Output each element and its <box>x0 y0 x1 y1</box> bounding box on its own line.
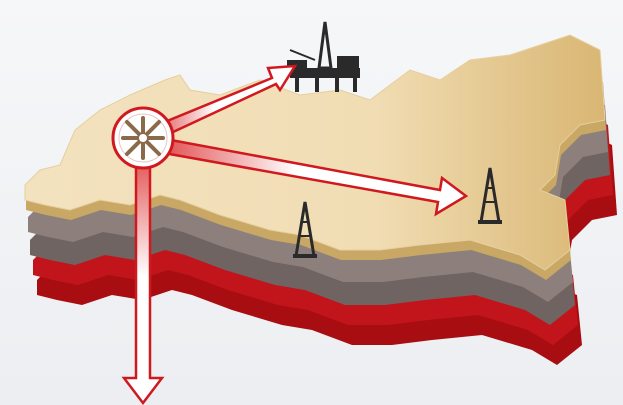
arrow-east <box>156 136 469 217</box>
offshore-platform <box>287 21 360 92</box>
oil-rigs <box>287 21 502 258</box>
arrow-south <box>121 148 165 405</box>
land-rig-center <box>293 201 317 258</box>
land-rig-east <box>478 167 502 224</box>
arrow-north <box>148 64 298 142</box>
arrows <box>121 64 469 405</box>
emblem <box>111 106 175 170</box>
